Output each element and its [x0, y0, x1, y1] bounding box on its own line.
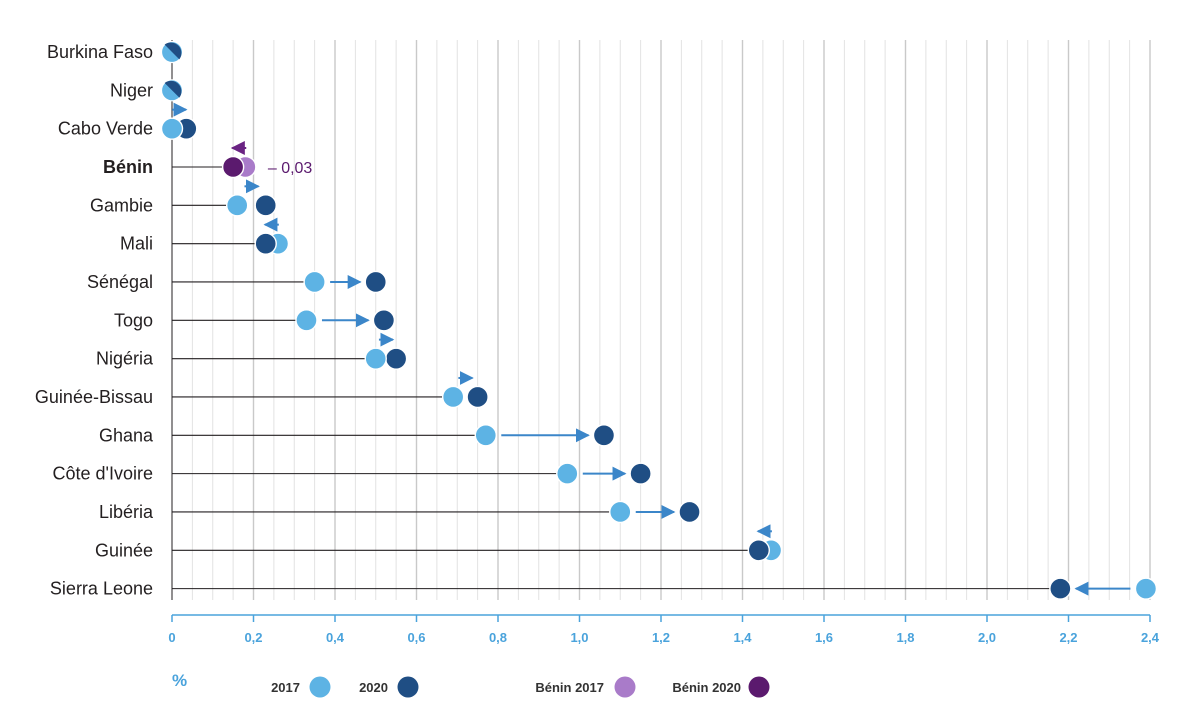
dot-2017 [225, 194, 249, 217]
legend-swatch [397, 676, 419, 698]
dot-2020 [592, 424, 616, 447]
category-labels: Burkina Faso Niger Cabo Verde Bénin Gambie Ma… [35, 42, 154, 599]
x-tick-label: 1,6 [815, 630, 833, 645]
dot-2020 [466, 385, 489, 409]
grid-lines [171, 40, 1151, 600]
dot-2020 [678, 500, 701, 524]
legend-label: Bénin 2020 [672, 680, 741, 695]
dot-2020 [372, 309, 396, 332]
dot-2017 [474, 424, 497, 447]
data-points [160, 40, 1158, 600]
category-label: Niger [110, 80, 153, 100]
row-stems [172, 166, 1061, 590]
x-tick-label: 0,6 [407, 630, 425, 645]
x-axis: 0 0,2 0,4 0,6 0,8 1,0 1,2 1,4 1,6 1,8 2,0 2,2 2,4 [168, 614, 1160, 645]
legend-swatch [614, 676, 636, 698]
legend: 2017 2020 Bénin 2017 Bénin 2020 [271, 676, 770, 698]
category-label: Ghana [99, 425, 154, 445]
dot-2020 [254, 232, 277, 255]
dot-2020 [164, 42, 182, 60]
dot-2020 [254, 194, 277, 217]
category-label: Sénégal [87, 272, 153, 292]
category-label: Mali [120, 234, 153, 254]
category-label: Guinée [95, 540, 153, 560]
x-tick-label: 1,0 [570, 630, 588, 645]
x-tick-label: 0 [168, 630, 175, 645]
dot-2020 [747, 539, 770, 562]
x-tick-label: 0,8 [489, 630, 507, 645]
x-tick-label: 2,0 [978, 630, 996, 645]
x-tick-label: 2,2 [1059, 630, 1077, 645]
dot-2017 [295, 309, 318, 332]
category-label: Cabo Verde [58, 119, 153, 139]
x-tick-label: 1,8 [896, 630, 914, 645]
dot-2020 [629, 462, 652, 485]
dot-2017 [609, 500, 632, 524]
dot-2017 [556, 462, 579, 485]
dot-2017 [1134, 577, 1158, 600]
x-tick-label: 2,4 [1141, 630, 1160, 645]
annotations: – 0,03 [268, 160, 313, 177]
dot-2020 [384, 347, 408, 370]
dot-2017 [364, 347, 387, 370]
x-tick-label: 1,4 [733, 630, 752, 645]
category-label: Gambie [90, 195, 153, 215]
category-label: Sierra Leone [50, 579, 153, 599]
category-label: Guinée-Bissau [35, 387, 153, 407]
dot-2020 [364, 270, 387, 294]
category-label: Côte d'Ivoire [53, 464, 154, 484]
legend-swatch [309, 676, 331, 698]
legend-label: 2017 [271, 680, 300, 695]
benin-change-annotation: – 0,03 [268, 160, 313, 177]
category-label: Bénin [103, 157, 153, 177]
change-arrows [172, 102, 1131, 596]
x-tick-label: 0,2 [244, 630, 262, 645]
x-tick-label: 1,2 [652, 630, 670, 645]
legend-swatch [748, 676, 770, 698]
legend-label: 2020 [359, 680, 388, 695]
dot-2017 [303, 270, 326, 294]
category-label: Libéria [99, 502, 154, 522]
legend-label: Bénin 2017 [535, 680, 604, 695]
dot-2020 [164, 80, 182, 98]
dot-2017 [160, 117, 184, 140]
x-tick-label: 0,4 [326, 630, 345, 645]
dot-2020 [1049, 577, 1072, 600]
category-label: Togo [114, 310, 153, 330]
category-label: Burkina Faso [47, 42, 153, 62]
dot-2020 [221, 155, 245, 179]
category-label: Nigéria [96, 349, 154, 369]
dot-2017 [441, 385, 465, 409]
unit-label: % [172, 671, 187, 690]
